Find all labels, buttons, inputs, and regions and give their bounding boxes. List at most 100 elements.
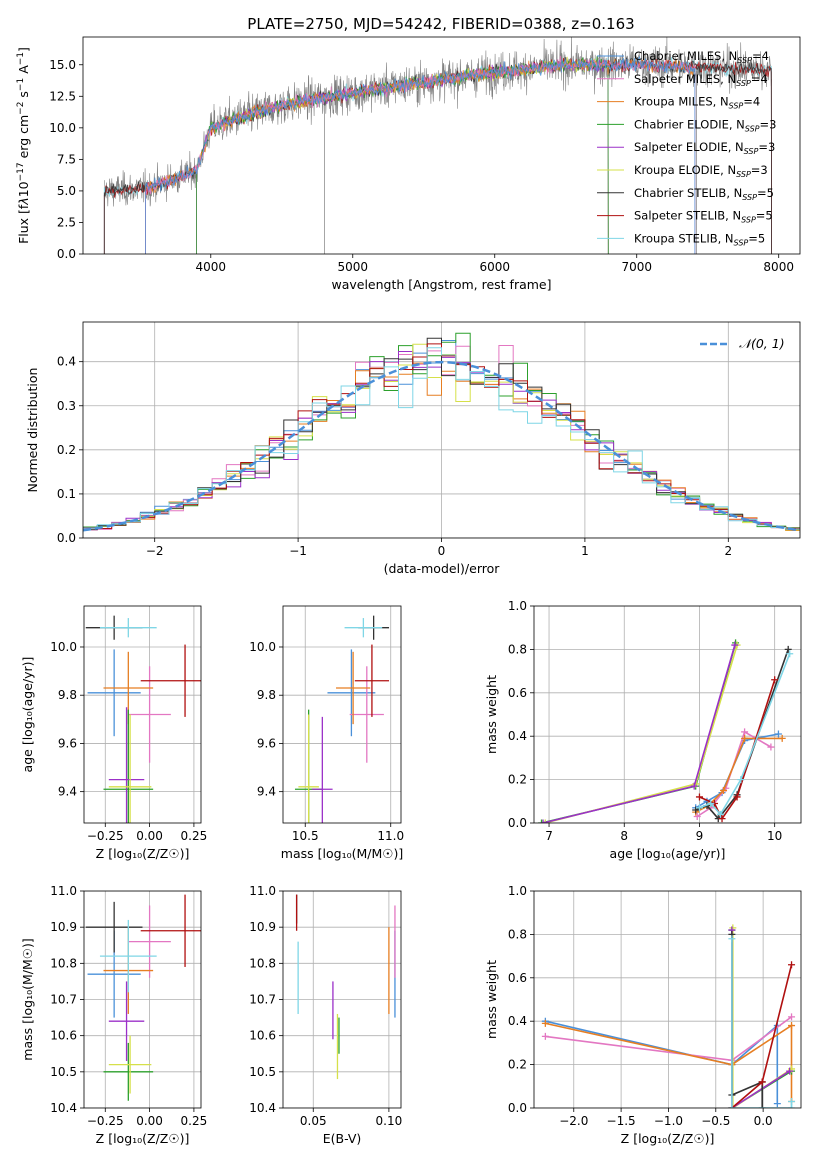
x-tick-label: 8000 [763, 260, 794, 274]
y-tick-label: 9.6 [257, 736, 276, 750]
legend-label: Salpeter STELIB, NSSP=5 [634, 209, 773, 225]
x-tick-label: 10.5 [292, 829, 319, 843]
weight-marker-kroupa-stelib [728, 1104, 736, 1108]
y-tick-label: 10.8 [249, 956, 276, 970]
y-tick-label: 10.6 [50, 1029, 77, 1043]
weight-marker-salpeter-stelib [758, 1078, 766, 1086]
weight-marker-kroupa-elodie [729, 1104, 737, 1108]
weight-marker-kroupa-miles [720, 786, 728, 794]
plot-area [84, 606, 201, 823]
weight-marker-salpeter-elodie [786, 1067, 794, 1075]
x-tick-label: −1 [289, 544, 307, 558]
y-tick-label: 10.0 [50, 640, 77, 654]
y-tick-label: 10.6 [249, 1029, 276, 1043]
x-tick-label: 1 [581, 544, 589, 558]
figure-title: PLATE=2750, MJD=54242, FIBERID=0388, z=0… [247, 15, 634, 33]
weight-marker-salpeter-stelib [771, 676, 779, 684]
weight-marker-salpeter-elodie [539, 819, 547, 823]
weight-line-chabrier-miles [545, 1020, 779, 1104]
legend-label: 𝒩(0, 1) [739, 336, 785, 351]
weight-marker-kroupa-elodie [541, 819, 549, 823]
legend-label: Salpeter ELODIE, NSSP=3 [634, 140, 775, 156]
axes-weight-vs-age: 7 8 9 10 0.0 0.2 0.4 0.6 0.8 1.0 age [log₁₀(age/yr… [484, 599, 802, 861]
weight-marker-kroupa-stelib [728, 935, 736, 943]
weight-marker-kroupa-miles [788, 1022, 796, 1030]
axes-frame [533, 605, 802, 824]
y-tick-label: 0.0 [508, 1101, 527, 1115]
x-tick-label: −2.0 [559, 1114, 588, 1128]
x-axis-label: wavelength [Angstrom, rest frame] [331, 277, 551, 292]
normal-curve [83, 360, 800, 532]
axes-age-vs-Z: −0.25 0.00 0.25 9.4 9.6 9.8 10.0 Z [log₁₀(Z/Z☉)… [20, 605, 208, 861]
axes-frame [83, 890, 202, 1109]
weight-marker-chabrier-stelib [692, 806, 700, 814]
legend-label: Chabrier MILES, NSSP=4 [634, 49, 769, 65]
y-tick-label: 0.4 [508, 1014, 527, 1028]
y-tick-label: 11.0 [249, 884, 276, 898]
y-tick-label: 0.8 [508, 642, 527, 656]
y-axis-label: Normed distribution [25, 368, 40, 493]
weight-marker-salpeter-miles [767, 743, 775, 751]
weight-marker-salpeter-stelib [718, 815, 726, 823]
x-tick-label: 4000 [196, 260, 227, 274]
weight-marker-kroupa-miles [741, 734, 749, 742]
y-tick-label: 9.6 [58, 736, 77, 750]
x-tick-label: 0.0 [754, 1114, 773, 1128]
axes-frame [83, 605, 202, 824]
axes-frame [82, 321, 801, 539]
axes-age-vs-mass: 10.5 11.0 9.4 9.6 9.8 10.0 mass [log₁₀(M/M☉)] [249, 605, 404, 861]
y-tick-label: 0.1 [57, 487, 76, 501]
y-tick-label: 9.4 [257, 785, 276, 799]
axes-spectrum: 4000 5000 6000 7000 8000 0.0 2.5 5.0 7.5 10.0 12.5… [16, 36, 801, 292]
axes-frame [533, 890, 802, 1109]
plot-area [84, 891, 201, 1108]
plot-area [534, 606, 801, 823]
y-tick-label: 0.3 [57, 399, 76, 413]
legend-label: Salpeter MILES, NSSP=4 [634, 72, 768, 88]
x-tick-label: 0.25 [181, 1114, 208, 1128]
x-axis-label: age [log₁₀(age/yr)] [610, 846, 726, 861]
y-tick-label: 0.4 [57, 355, 76, 369]
y-tick-label: 0.6 [508, 686, 527, 700]
x-tick-label: 6000 [479, 260, 510, 274]
weight-marker-salpeter-stelib [733, 793, 741, 801]
weight-marker-chabrier-stelib [758, 1104, 766, 1108]
y-tick-label: 10.8 [50, 956, 77, 970]
plot-area [534, 891, 801, 1108]
legend-label: Kroupa STELIB, NSSP=5 [634, 231, 765, 247]
x-axis-label: Z [log₁₀(Z/Z☉)] [621, 1131, 715, 1146]
weight-marker-chabrier-miles [773, 1100, 781, 1108]
y-axis-label: age [log₁₀(age/yr)] [20, 657, 35, 773]
x-axis-label: E(B-V) [323, 1131, 362, 1146]
x-tick-label: 0.05 [300, 1114, 327, 1128]
x-tick-label: 0.25 [181, 829, 208, 843]
y-tick-label: 10.4 [249, 1101, 276, 1115]
y-tick-label: 10.5 [50, 1065, 77, 1079]
legend-label: Chabrier ELODIE, NSSP=3 [634, 117, 776, 133]
y-tick-label: 5.0 [57, 184, 76, 198]
y-tick-label: 10.7 [50, 993, 77, 1007]
x-tick-label: −1.0 [654, 1114, 683, 1128]
weight-marker-salpeter-elodie [690, 782, 698, 790]
y-tick-label: 9.4 [58, 785, 77, 799]
weight-marker-salpeter-miles [541, 1032, 549, 1040]
weight-marker-salpeter-miles [693, 812, 701, 820]
histogram-step [83, 347, 800, 533]
weight-marker-salpeter-stelib [695, 793, 703, 801]
weight-line-chabrier-elodie [541, 642, 737, 823]
axes-frame [282, 890, 402, 1109]
y-axis-label: mass [log₁₀(M/M☉)] [20, 938, 35, 1060]
x-tick-label: 7 [545, 829, 553, 843]
y-tick-label: 10.5 [249, 1065, 276, 1079]
y-axis-label: mass weight [484, 960, 499, 1039]
y-tick-label: 7.5 [57, 152, 76, 166]
y-tick-label: 0.2 [508, 773, 527, 787]
x-tick-label: −2 [146, 544, 164, 558]
weight-marker-salpeter-stelib [788, 961, 796, 969]
x-tick-label: 0 [438, 544, 446, 558]
weight-marker-kroupa-stelib [695, 804, 703, 812]
weight-line-kroupa-miles [545, 1022, 793, 1102]
x-tick-label: 9 [696, 829, 704, 843]
x-tick-label: 10 [767, 829, 782, 843]
